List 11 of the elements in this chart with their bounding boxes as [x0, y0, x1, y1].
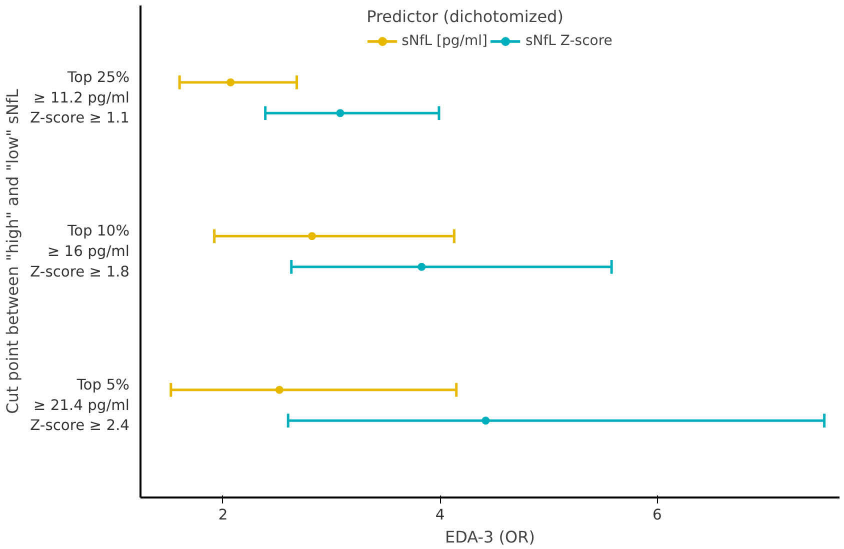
y-axis-title: Cut point between "high" and "low" sNfL [3, 89, 22, 414]
y-tick-label: Top 10% ≥ 16 pg/ml Z-score ≥ 1.8 [30, 222, 130, 280]
x-axis-title: EDA-3 (OR) [445, 528, 535, 546]
y-tick-label: Top 5% ≥ 21.4 pg/ml Z-score ≥ 2.4 [30, 376, 130, 434]
legend-label: sNfL Z-score [525, 33, 612, 49]
x-tick-label: 6 [652, 506, 662, 524]
legend-title: Predictor (dichotomized) [366, 7, 564, 26]
x-tick-label: 2 [218, 506, 228, 524]
y-tick-label: Top 25% ≥ 11.2 pg/ml Z-score ≥ 1.1 [30, 68, 130, 127]
legend-label: sNfL [pg/ml] [402, 33, 488, 49]
x-tick-label: 4 [435, 506, 445, 524]
